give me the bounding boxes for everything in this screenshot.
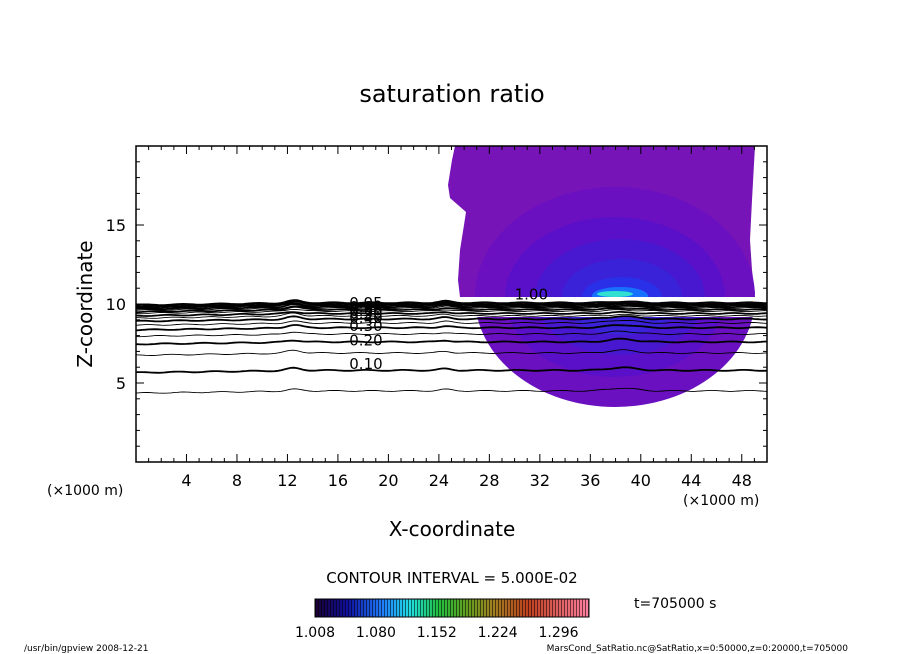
- contour-line-13: [136, 303, 767, 311]
- y-tick-label-1: 10: [106, 295, 126, 314]
- x-tick-label-5: 24: [429, 471, 449, 490]
- colorbar-ticks: 1.008 1.080 1.152 1.224 1.296: [295, 625, 579, 641]
- x-tick-label-3: 16: [328, 471, 348, 490]
- contour-label-6: 0.80: [349, 298, 382, 316]
- contour-line-8: [136, 312, 767, 319]
- x-tick-label-7: 32: [530, 471, 550, 490]
- contour-line-4: [136, 330, 767, 338]
- plot-area: 0.10 0.200.300.400.500.600.800.95 1.00: [136, 146, 767, 407]
- x-tick-label-1: 8: [232, 471, 242, 490]
- contour-line-7: [136, 315, 767, 323]
- x-unit-right: (×1000 m): [683, 493, 759, 509]
- x-tick-label-11: 48: [732, 471, 752, 490]
- contour-line-5: [136, 324, 767, 332]
- contour-line-19: [136, 299, 767, 306]
- contour-label-1: 0.20: [349, 331, 382, 349]
- contour-labels: 0.10 0.200.300.400.500.600.800.95 1.00: [349, 286, 548, 374]
- colorbar-tick-label-2: 1.152: [417, 625, 457, 641]
- contour-line-11: [136, 306, 767, 314]
- contour-interval: CONTOUR INTERVAL = 5.000E-02: [326, 569, 577, 587]
- contour-label-3: 0.40: [349, 309, 382, 327]
- contour-line-0: [136, 387, 767, 394]
- y-tick-label-0: 5: [116, 374, 126, 393]
- contour-label-8: 1.00: [515, 286, 548, 304]
- x-tick-label-9: 40: [631, 471, 651, 490]
- colorbar-tick-label-1: 1.080: [356, 625, 396, 641]
- time-label: t=705000 s: [634, 596, 716, 612]
- y-axis: 5 10 15: [106, 161, 767, 447]
- contour-line-1: [136, 366, 767, 374]
- contour-line-2: [136, 349, 767, 356]
- x-tick-label-0: 4: [181, 471, 191, 490]
- x-tick-label-8: 36: [580, 471, 600, 490]
- x-tick-label-4: 20: [378, 471, 398, 490]
- colorbar-frame: [314, 598, 590, 618]
- contour-label-5: 0.60: [349, 301, 382, 319]
- y-tick-label-2: 15: [106, 216, 126, 235]
- contour-line-10: [136, 308, 767, 315]
- x-unit-left: (×1000 m): [47, 483, 123, 499]
- footer-left: /usr/bin/gpview 2008-12-21: [24, 644, 148, 654]
- x-tick-label-10: 44: [681, 471, 701, 490]
- contour-label-4: 0.50: [349, 304, 382, 322]
- contour-line-6: [136, 319, 767, 326]
- contour-label-2: 0.30: [349, 317, 382, 335]
- colorbar-tick-label-4: 1.296: [539, 625, 579, 641]
- x-axis-label: X-coordinate: [389, 517, 516, 541]
- colorbar: 1.008 1.080 1.152 1.224 1.296: [295, 598, 590, 641]
- chart-title: saturation ratio: [359, 80, 544, 108]
- contour-lines: [136, 299, 767, 394]
- colorbar-stripes: [315, 599, 589, 617]
- contour-label-7: 0.95: [349, 294, 382, 312]
- colorbar-tick-label-3: 1.224: [478, 625, 518, 641]
- contour-line-3: [136, 337, 767, 346]
- x-axis: 4 8 12 16 20 24 28 32 36 40 44 48: [148, 146, 755, 490]
- footer-right: MarsCond_SatRatio.nc@SatRatio,x=0:50000,…: [547, 644, 849, 654]
- x-tick-label-2: 12: [277, 471, 297, 490]
- y-axis-label: Z-coordinate: [73, 240, 97, 367]
- contour-line-9: [136, 311, 767, 317]
- plume-core: [597, 291, 633, 297]
- x-tick-label-6: 28: [479, 471, 499, 490]
- colorbar-tick-label-0: 1.008: [295, 625, 335, 641]
- contour-label-0: 0.10: [349, 355, 382, 373]
